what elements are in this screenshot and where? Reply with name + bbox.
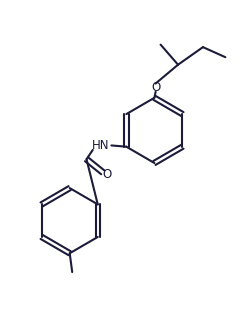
Text: O: O xyxy=(103,168,112,181)
Text: O: O xyxy=(151,81,160,94)
Text: HN: HN xyxy=(91,139,109,152)
